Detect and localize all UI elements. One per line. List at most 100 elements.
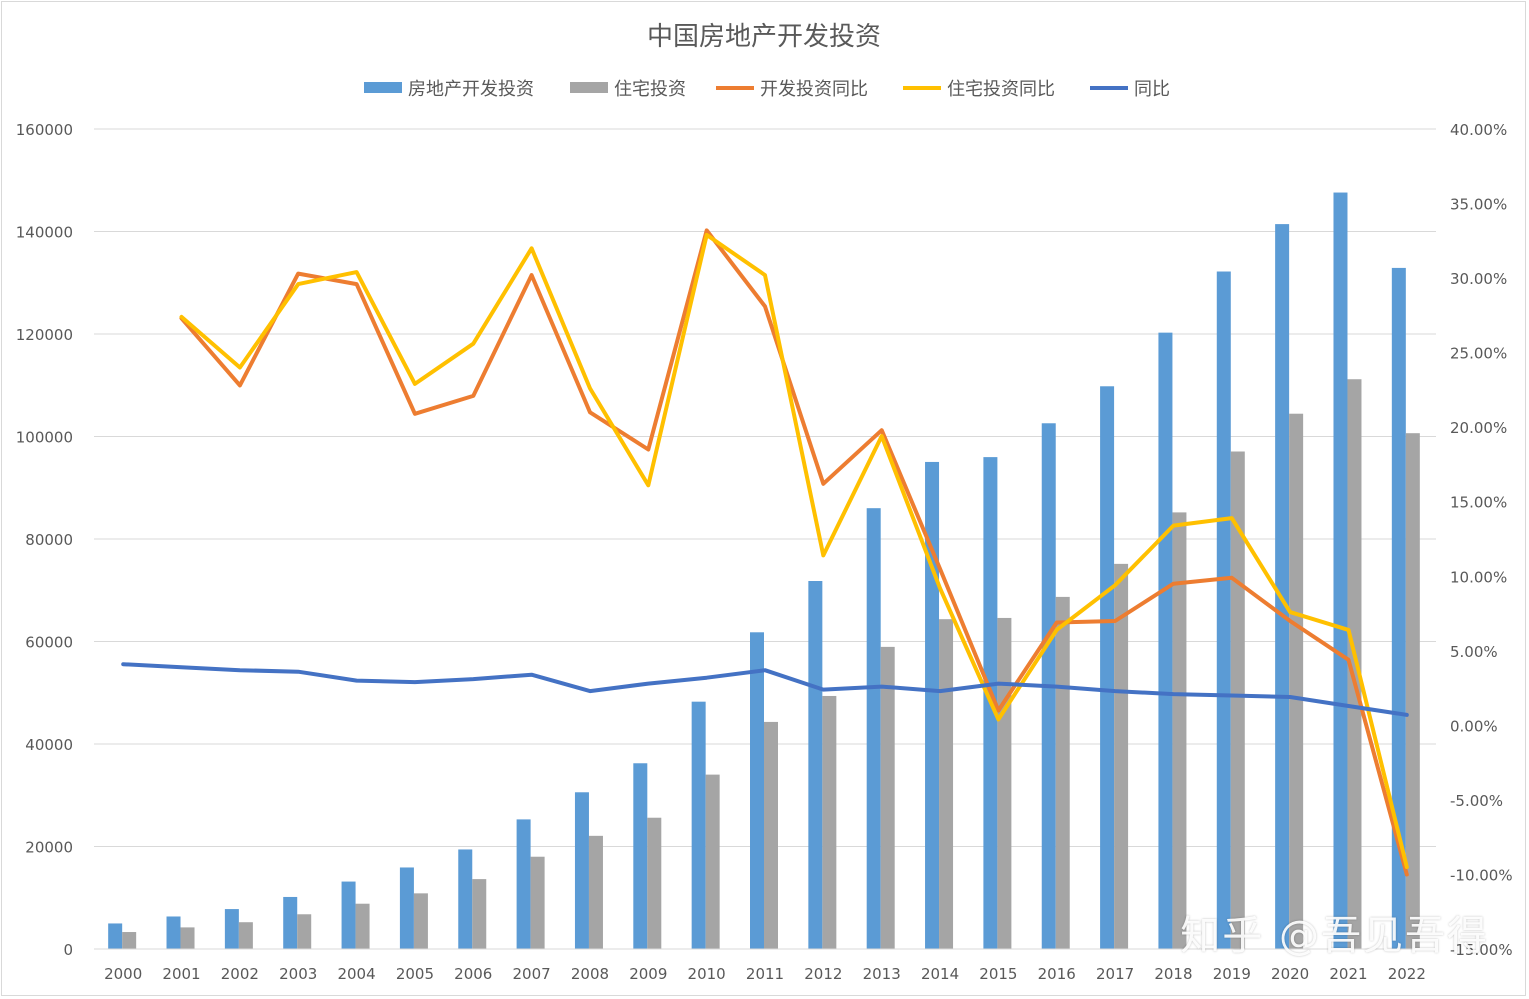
y-right-tick-label: -5.00% — [1450, 792, 1503, 810]
y-left-tick-label: 40000 — [25, 736, 73, 754]
bar-residential-investment — [997, 617, 1012, 949]
x-tick-label: 2010 — [688, 965, 726, 983]
bar-residential-investment — [705, 774, 720, 949]
x-tick-label: 2000 — [104, 965, 142, 983]
bar-residential-investment — [764, 721, 778, 949]
legend-label: 住宅投资同比 — [947, 79, 1055, 100]
bar-development-investment — [224, 909, 239, 949]
bar-development-investment — [633, 763, 648, 949]
bar-development-investment — [108, 923, 123, 949]
bar-residential-investment — [180, 927, 195, 949]
bar-development-investment — [166, 916, 181, 949]
bar-residential-investment — [822, 695, 837, 949]
bar-residential-investment — [1114, 563, 1129, 949]
x-tick-label: 2014 — [921, 965, 959, 983]
bar-development-investment — [399, 867, 414, 949]
bar-development-investment — [574, 792, 589, 949]
legend-label: 房地产开发投资 — [408, 79, 534, 100]
y-left-tick-label: 140000 — [16, 224, 73, 242]
y-right-tick-label: 25.00% — [1450, 345, 1507, 363]
y-left-tick-label: 80000 — [25, 531, 73, 549]
y-right-tick-label: -15.00% — [1450, 941, 1513, 959]
bar-development-investment — [458, 849, 473, 949]
chart-title: 中国房地产开发投资 — [647, 22, 881, 52]
bar-residential-investment — [472, 879, 487, 949]
x-tick-label: 2020 — [1271, 965, 1309, 983]
bar-development-investment — [925, 461, 940, 949]
x-tick-label: 2006 — [454, 965, 492, 983]
x-tick-label: 2013 — [863, 965, 901, 983]
bar-residential-investment — [122, 932, 137, 949]
y-right-tick-label: 40.00% — [1450, 121, 1507, 139]
watermark-text: 知乎 @吾见吾得 — [1180, 913, 1489, 959]
x-tick-label: 2011 — [746, 965, 784, 983]
x-tick-label: 2018 — [1154, 965, 1192, 983]
y-right-tick-label: 15.00% — [1450, 494, 1507, 512]
y-right-tick-label: 10.00% — [1450, 568, 1507, 586]
bar-development-investment — [750, 632, 764, 949]
legend-swatch — [364, 82, 402, 93]
line-residential-yoy — [179, 232, 1409, 869]
legend-label: 住宅投资 — [614, 79, 686, 100]
bar-development-investment — [1100, 386, 1115, 949]
legend-label: 同比 — [1134, 79, 1170, 100]
bar-residential-investment — [1230, 451, 1245, 949]
bar-development-investment — [283, 896, 298, 949]
bar-development-investment — [1216, 271, 1231, 949]
legend: 房地产开发投资 住宅投资 开发投资同比 住宅投资同比 同比 — [364, 79, 1170, 100]
x-tick-label: 2015 — [979, 965, 1017, 983]
bar-residential-investment — [238, 922, 253, 949]
bar-development-investment — [1275, 224, 1290, 950]
bar-development-investment — [1158, 332, 1173, 950]
bar-development-investment — [516, 819, 531, 949]
bar-development-investment — [866, 508, 881, 949]
line-yoy — [121, 662, 1409, 717]
y-left-tick-label: 160000 — [16, 121, 73, 139]
y-left-tick-label: 100000 — [16, 429, 73, 447]
x-tick-label: 2012 — [804, 965, 842, 983]
legend-swatch — [570, 82, 608, 93]
bar-residential-investment — [588, 835, 603, 949]
x-tick-label: 2007 — [513, 965, 551, 983]
x-tick-label: 2005 — [396, 965, 434, 983]
y-right-tick-label: 5.00% — [1450, 643, 1498, 661]
x-tick-label: 2002 — [221, 965, 259, 983]
x-tick-label: 2016 — [1038, 965, 1076, 983]
bar-residential-investment — [355, 903, 370, 949]
y-left-tick-label: 120000 — [16, 326, 73, 344]
y-left-tick-label: 20000 — [25, 839, 73, 857]
bar-development-investment — [808, 581, 823, 949]
line-development-yoy — [179, 228, 1409, 877]
bar-residential-investment — [1172, 512, 1187, 949]
gridlines — [94, 128, 1436, 847]
bar-residential-investment — [530, 856, 545, 949]
x-tick-label: 2009 — [629, 965, 667, 983]
x-tick-label: 2008 — [571, 965, 609, 983]
y-right-tick-label: 0.00% — [1450, 717, 1498, 735]
bar-development-investment — [341, 881, 356, 949]
x-tick-label: 2001 — [162, 965, 200, 983]
bar-residential-investment — [413, 893, 428, 949]
y-left-tick-label: 60000 — [25, 634, 73, 652]
x-tick-label: 2004 — [337, 965, 375, 983]
axes: 0 20000 40000 60000 80000 100000 120000 140000 1… — [16, 121, 1513, 983]
bar-residential-investment — [647, 817, 662, 949]
bar-residential-investment — [297, 914, 312, 949]
bar-residential-investment — [939, 619, 954, 949]
x-tick-label: 2017 — [1096, 965, 1134, 983]
bar-series — [108, 192, 1420, 950]
bar-residential-investment — [1055, 596, 1070, 949]
bar-residential-investment — [1347, 379, 1362, 949]
x-tick-label: 2021 — [1329, 965, 1367, 983]
bar-residential-investment — [1289, 413, 1304, 950]
y-right-tick-label: 20.00% — [1450, 419, 1507, 437]
y-left-tick-label: 0 — [63, 941, 73, 959]
x-tick-label: 2022 — [1388, 965, 1426, 983]
bar-development-investment — [1333, 192, 1348, 950]
x-tick-label: 2019 — [1213, 965, 1251, 983]
y-right-tick-label: 30.00% — [1450, 270, 1507, 288]
legend-label: 开发投资同比 — [760, 79, 868, 100]
bar-residential-investment — [880, 646, 895, 949]
